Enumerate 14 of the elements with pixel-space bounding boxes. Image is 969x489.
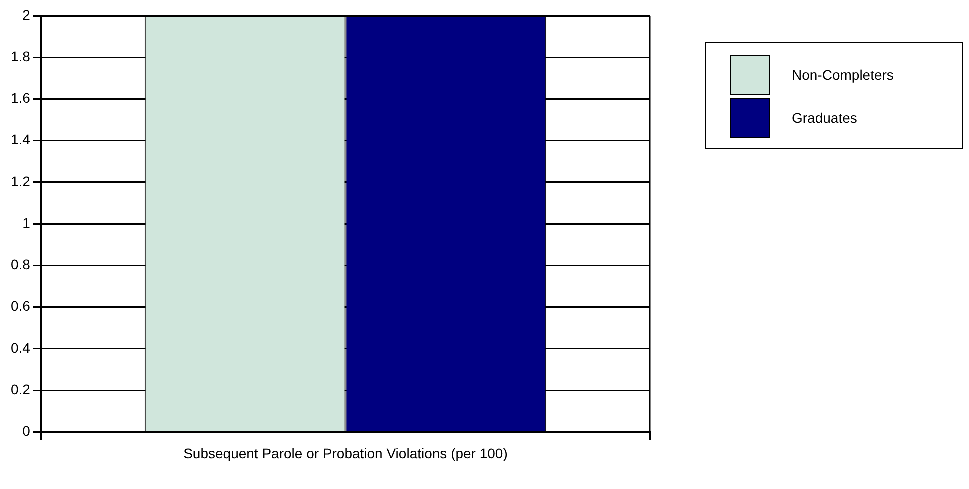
y-tick-label: 0.4 xyxy=(10,340,31,356)
y-tick-label: 1 xyxy=(22,214,31,231)
x-tick-label: Subsequent Parole or Probation Violations (per 100) xyxy=(184,445,508,462)
y-tick-label: 2 xyxy=(22,6,31,23)
y-tick-label: 1.6 xyxy=(10,90,31,106)
y-tick-label: 0.2 xyxy=(10,381,31,398)
y-tick-label: 1.2 xyxy=(10,173,31,190)
y-tick-label: 0 xyxy=(22,423,31,440)
y-tick-label: 0.8 xyxy=(10,256,31,273)
text: Graduates xyxy=(792,110,858,126)
y-tick-label: 1.4 xyxy=(10,132,31,148)
y-tick-label: 1.8 xyxy=(10,48,31,64)
y-tick-label: 0.6 xyxy=(10,298,31,314)
text: Non-Completers xyxy=(792,67,894,83)
